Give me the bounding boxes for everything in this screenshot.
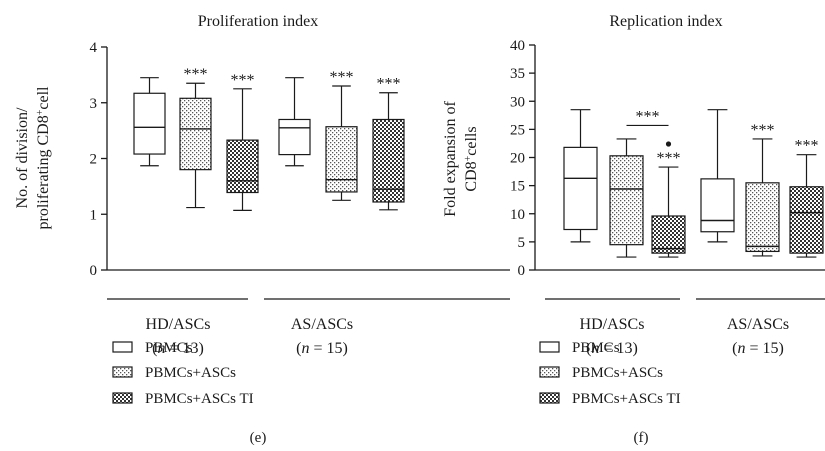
y-tick-label: 10 — [510, 207, 525, 223]
box-iqr — [651, 215, 686, 254]
y-tick-label: 15 — [510, 179, 525, 195]
box-iqr — [700, 178, 735, 233]
chart-panel-replication: Replication index Fold expansion of CD8+… — [442, 13, 825, 357]
legend-label: PBMCs+ASCs — [572, 365, 663, 381]
box-plot — [278, 77, 311, 167]
y-tick-label: 20 — [510, 151, 525, 167]
y-tick-label: 3 — [90, 96, 98, 112]
significance-label: *** — [377, 76, 401, 93]
legend-swatch-dots — [112, 366, 133, 378]
significance-label: *** — [751, 122, 775, 139]
y-tick-label: 40 — [510, 38, 525, 54]
significance-label: *** — [657, 150, 681, 167]
box-plot — [563, 109, 598, 243]
group-label: AS/ASCs — [727, 316, 789, 333]
legend-swatch-check — [112, 392, 133, 404]
group-label: HD/ASCs — [580, 316, 645, 333]
legend-swatch-plain — [112, 341, 133, 353]
group-n-label: (n = 13) — [586, 340, 638, 357]
legend-swatch-check — [539, 392, 560, 404]
y-tick-label: 30 — [510, 94, 525, 110]
box-plot — [133, 77, 166, 167]
box-plot: *** — [179, 66, 212, 209]
box-iqr — [226, 139, 259, 194]
legend-item: PBMCs — [539, 340, 620, 356]
chart-title: Replication index — [609, 13, 722, 30]
group-n-label: (n = 15) — [296, 340, 348, 357]
y-axis-label: Fold expansion of CD8+cells — [442, 101, 480, 217]
group-n-label: (n = 13) — [152, 340, 204, 357]
legend-label: PBMCs — [572, 340, 620, 356]
significance-label: *** — [184, 66, 208, 83]
bracket-significance-label: *** — [636, 108, 660, 125]
plot-area: 0 5 10 15 20 25 30 35 40 *** *** *** *** HD/ASCs (n = … — [510, 38, 825, 357]
box-iqr — [179, 97, 212, 171]
box-plot — [609, 138, 644, 258]
legend-item: PBMCs — [112, 340, 193, 356]
box-iqr — [278, 118, 311, 156]
y-axis-label: No. of division/ proliferating CD8+cell — [14, 86, 52, 229]
box-plot: *** — [651, 150, 686, 258]
box-iqr — [609, 155, 644, 246]
box-plot: *** — [226, 72, 259, 211]
box-iqr — [745, 182, 780, 253]
plot-area: 0 1 2 3 4 *** *** *** *** HD/ASCs (n = 13) AS/ASCs (… — [90, 40, 510, 357]
box-iqr — [789, 186, 824, 254]
box-iqr — [372, 118, 405, 203]
panel-label: (e) — [250, 430, 267, 446]
legend-label: PBMCs+ASCs TI — [145, 391, 254, 407]
box-plot: *** — [325, 69, 358, 201]
legend-item: PBMCs+ASCs TI — [539, 391, 681, 407]
y-tick-label: 4 — [90, 40, 98, 56]
significance-label: *** — [795, 138, 819, 155]
legend-item: PBMCs+ASCs — [112, 365, 236, 381]
significance-label: *** — [330, 69, 354, 86]
y-axis-label-line1: No. of division/ — [14, 107, 31, 208]
legend-label: PBMCs — [145, 340, 193, 356]
y-axis-label-line2: proliferating CD8+cell — [35, 86, 53, 229]
chart-title: Proliferation index — [198, 13, 318, 30]
legend-swatch-plain — [539, 341, 560, 353]
box-iqr — [325, 126, 358, 193]
group-label: AS/ASCs — [291, 316, 353, 333]
legend-item: PBMCs+ASCs TI — [112, 391, 254, 407]
legend-item: PBMCs+ASCs — [539, 365, 663, 381]
box-plot — [700, 109, 735, 243]
group-label: HD/ASCs — [146, 316, 211, 333]
y-tick-label: 1 — [90, 207, 98, 223]
legend-label: PBMCs+ASCs — [145, 365, 236, 381]
y-tick-label: 0 — [90, 263, 98, 279]
box-plot: *** — [372, 76, 405, 211]
legend: PBMCs PBMCs+ASCs PBMCs+ASCs TI — [539, 340, 681, 407]
box-plot: *** — [789, 138, 824, 258]
y-tick-label: 5 — [518, 235, 526, 251]
chart-panel-proliferation: Proliferation index No. of division/ pro… — [14, 13, 510, 357]
panel-label: (f) — [634, 430, 649, 446]
box-iqr — [563, 146, 598, 231]
outlier-point — [665, 141, 672, 147]
legend-label: PBMCs+ASCs TI — [572, 391, 681, 407]
y-axis-label-line1: Fold expansion of — [442, 101, 459, 217]
y-axis-label-line2: CD8+cells — [463, 126, 481, 191]
y-tick-label: 25 — [510, 122, 525, 138]
y-tick-label: 2 — [90, 152, 98, 168]
legend-swatch-dots — [539, 366, 560, 378]
legend: PBMCs PBMCs+ASCs PBMCs+ASCs TI — [112, 340, 254, 407]
y-tick-label: 35 — [510, 66, 525, 82]
y-tick-label: 0 — [518, 263, 526, 279]
group-n-label: (n = 15) — [732, 340, 784, 357]
box-iqr — [133, 92, 166, 155]
significance-label: *** — [231, 72, 255, 89]
box-plot: *** — [745, 122, 780, 257]
